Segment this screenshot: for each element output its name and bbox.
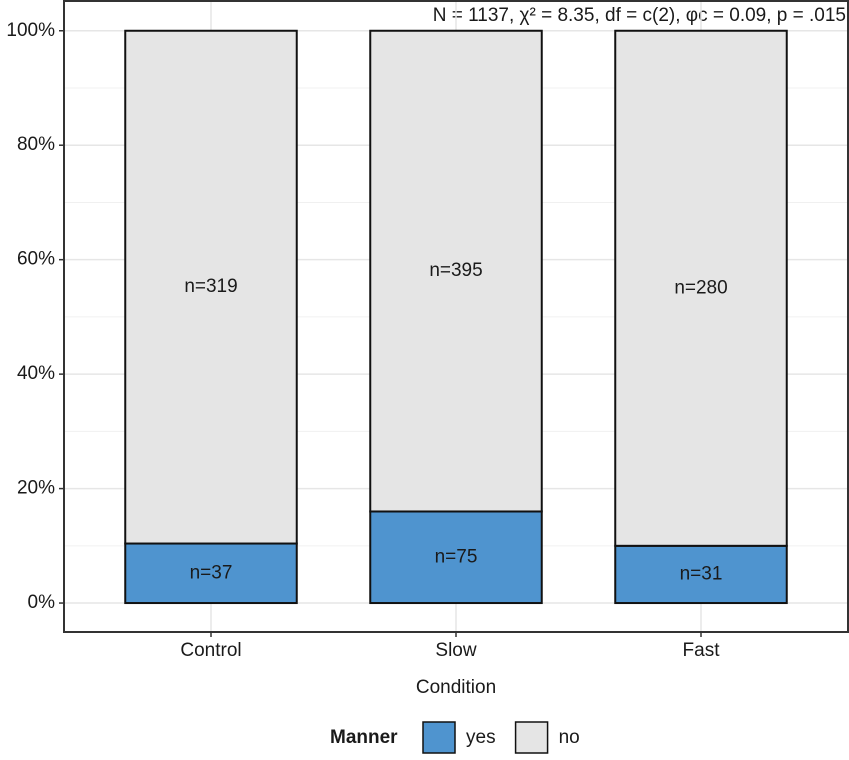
legend-label: yes (466, 727, 496, 748)
x-axis-title: Condition (416, 677, 496, 698)
legend-key (514, 721, 549, 754)
y-tick-label: 40% (17, 363, 55, 384)
bar-segment (614, 544, 788, 605)
bar-segment (124, 29, 298, 545)
x-tick-label: Control (180, 640, 241, 661)
legend-key (422, 721, 456, 754)
segment-label: n=31 (680, 563, 723, 584)
legend-label: no (559, 727, 580, 748)
x-tick-label: Fast (683, 640, 721, 661)
x-tick-label: Slow (435, 640, 476, 661)
y-tick-label: 80% (17, 134, 55, 155)
legend-title: Manner (330, 727, 398, 748)
segment-label: n=280 (674, 277, 727, 298)
y-tick-label: 60% (17, 249, 55, 270)
bar-segment (369, 29, 543, 513)
y-tick-label: 0% (28, 592, 56, 613)
bar-segment (124, 542, 298, 605)
stats-annotation: N = 1137, χ² = 8.35, df = c(2), φc = 0.0… (433, 5, 846, 26)
segment-label: n=75 (435, 546, 478, 567)
segment-label: n=395 (429, 260, 482, 281)
bar-segment (369, 510, 543, 605)
panel-border (63, 0, 849, 633)
bar-segment (614, 29, 788, 547)
y-tick-label: 100% (6, 20, 55, 41)
y-tick-label: 20% (17, 478, 55, 499)
segment-label: n=37 (190, 562, 233, 583)
segment-label: n=319 (184, 276, 237, 297)
